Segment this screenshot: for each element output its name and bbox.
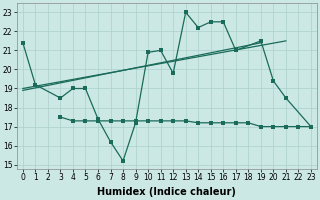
X-axis label: Humidex (Indice chaleur): Humidex (Indice chaleur) [98,187,236,197]
